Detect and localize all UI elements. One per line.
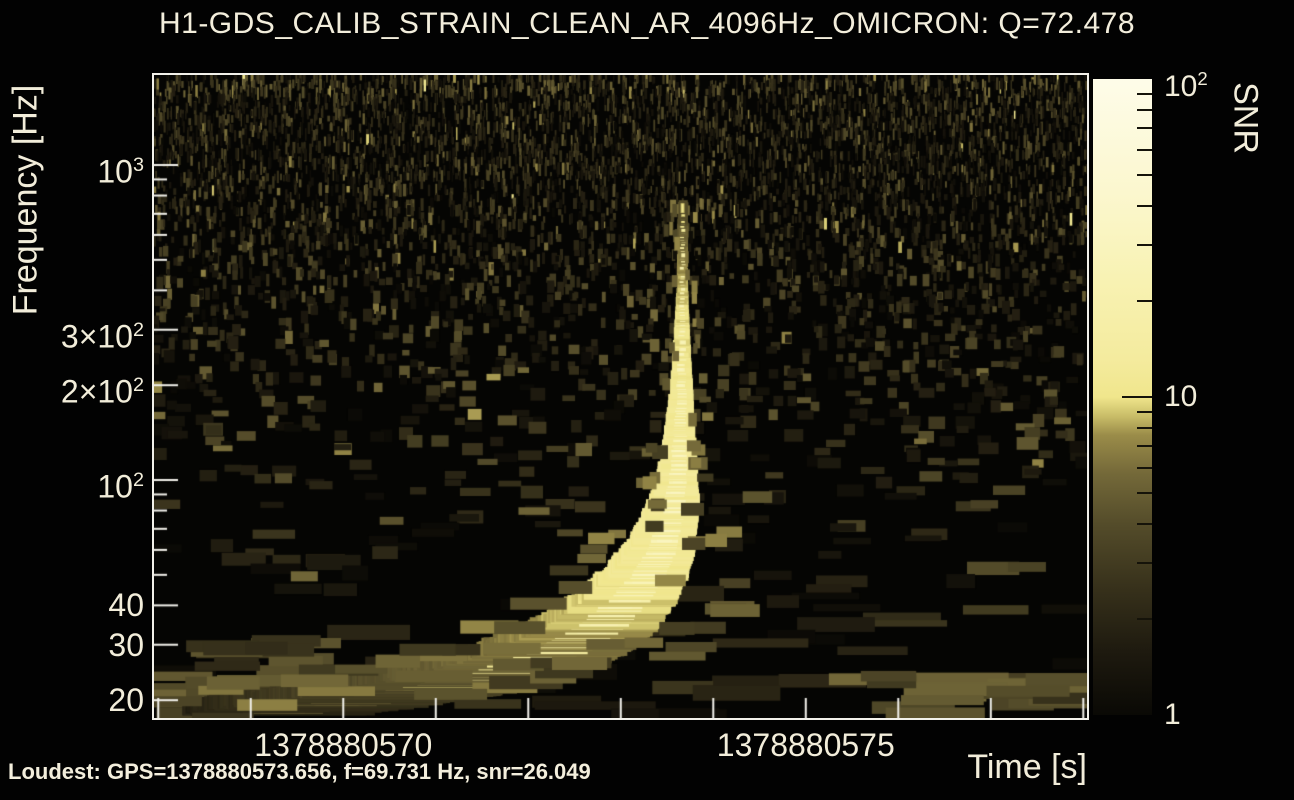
loudest-readout: Loudest: GPS=1378880573.656, f=69.731 Hz… bbox=[8, 759, 591, 784]
colorbar-tick-label: 10 bbox=[1164, 380, 1198, 413]
y-axis-tick-label: 3×102 bbox=[60, 318, 144, 355]
colorbar-tick bbox=[1137, 173, 1152, 176]
colorbar-tick-label: 102 bbox=[1164, 68, 1208, 103]
colorbar-tick bbox=[1137, 204, 1152, 207]
colorbar-tick bbox=[1137, 618, 1152, 621]
y-axis-tick-label: 2×102 bbox=[60, 373, 144, 410]
colorbar-title: SNR bbox=[1226, 82, 1265, 154]
colorbar-tick bbox=[1137, 426, 1152, 429]
colorbar-tick bbox=[1137, 466, 1152, 469]
x-axis-tick-label: 1378880575 bbox=[716, 727, 895, 763]
y-axis-tick-label: 40 bbox=[108, 587, 144, 624]
y-axis-tick-label: 102 bbox=[97, 468, 144, 505]
colorbar-tick bbox=[1137, 127, 1152, 130]
x-axis-tick-label: 1378880570 bbox=[254, 727, 433, 763]
spectrogram-canvas bbox=[154, 75, 1087, 718]
y-axis-tick-label: 30 bbox=[108, 626, 144, 663]
colorbar-tick bbox=[1137, 148, 1152, 151]
colorbar-tick bbox=[1137, 445, 1152, 448]
colorbar-tick bbox=[1137, 244, 1152, 247]
colorbar bbox=[1093, 79, 1152, 715]
x-axis-title: Time [s] bbox=[967, 748, 1087, 786]
colorbar-tick bbox=[1137, 410, 1152, 413]
colorbar-tick-label: 1 bbox=[1164, 698, 1181, 731]
y-axis-tick-label: 103 bbox=[97, 153, 144, 190]
colorbar-tick bbox=[1137, 108, 1152, 111]
colorbar-tick bbox=[1137, 300, 1152, 303]
spectrogram-plot bbox=[152, 73, 1089, 720]
y-axis-tick-label: 20 bbox=[108, 682, 144, 719]
y-axis-title: Frequency [Hz] bbox=[6, 84, 45, 316]
colorbar-tick bbox=[1137, 92, 1152, 95]
colorbar-tick bbox=[1137, 562, 1152, 565]
colorbar-tick bbox=[1137, 522, 1152, 525]
page-title: H1-GDS_CALIB_STRAIN_CLEAN_AR_4096Hz_OMIC… bbox=[158, 7, 1136, 40]
colorbar-tick bbox=[1137, 491, 1152, 494]
colorbar-major-tick bbox=[1122, 396, 1152, 398]
